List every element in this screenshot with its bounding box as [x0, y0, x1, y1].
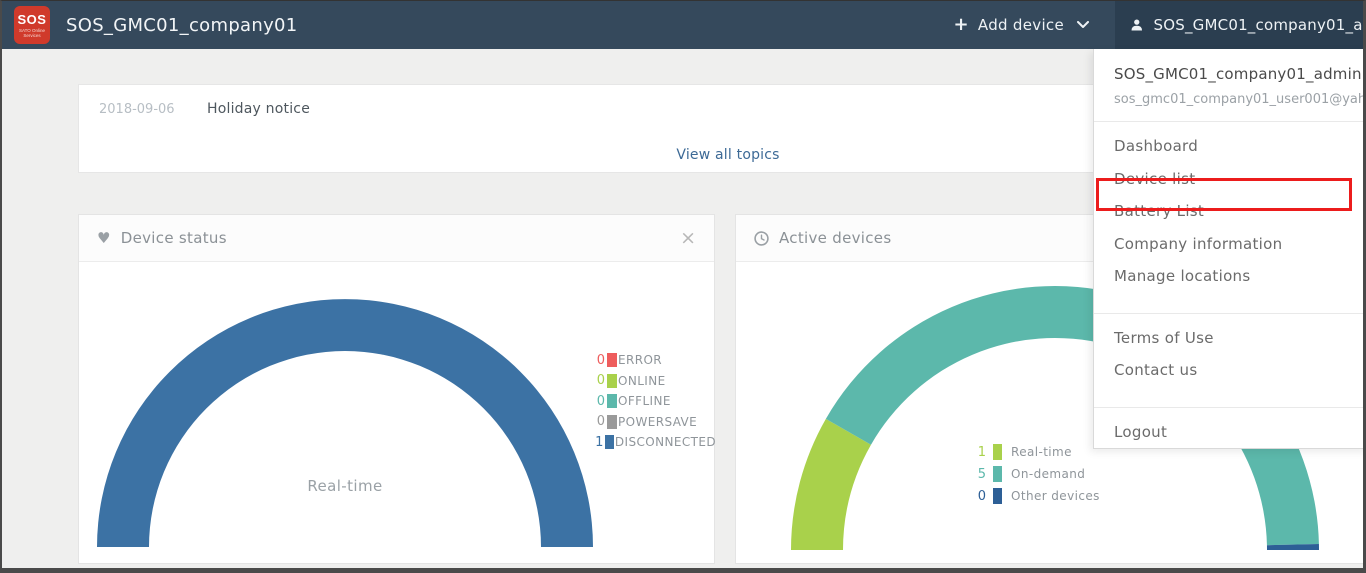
legend-item-disconnected[interactable]: 1 DISCONNECTED	[595, 432, 716, 453]
device-status-center-label: Real-time	[307, 477, 383, 495]
chart-segment-real-time	[791, 418, 871, 550]
plus-icon: +	[953, 14, 969, 35]
legend-value: 0	[596, 373, 605, 389]
menu-item-logout[interactable]: Logout	[1114, 422, 1168, 441]
legend-item-error[interactable]: 0 ERROR	[595, 350, 716, 371]
notice-item[interactable]: 2018-09-06 Holiday notice	[79, 85, 1289, 133]
menu-group-main: Dashboard Device list Battery List Compa…	[1094, 122, 1363, 301]
menu-item-device-list[interactable]: Device list	[1114, 169, 1196, 188]
legend-item-offline[interactable]: 0 OFFLINE	[595, 391, 716, 412]
legend-value: 0	[596, 393, 605, 409]
clock-icon	[754, 230, 769, 246]
legend-item-powersave[interactable]: 0 POWERSAVE	[595, 412, 716, 433]
app-title: SOS_GMC01_company01	[66, 14, 298, 36]
menu-divider	[1094, 121, 1363, 122]
legend-item-real-time[interactable]: 1 Real-time	[976, 441, 1146, 463]
legend-label: Real-time	[1011, 445, 1072, 459]
menu-item-battery-list[interactable]: Battery List	[1114, 202, 1205, 221]
legend-label: On-demand	[1011, 467, 1086, 481]
legend-label: DISCONNECTED	[614, 435, 716, 450]
legend-label: POWERSAVE	[618, 414, 698, 429]
legend-label: Other devices	[1011, 489, 1100, 503]
chart-segment-disconnected	[97, 299, 593, 547]
legend-swatch	[605, 435, 614, 450]
device-status-card-header: ♥ Device status ×	[79, 215, 714, 262]
legend-swatch	[993, 466, 1002, 482]
legend-item-on-demand[interactable]: 5 On-demand	[976, 463, 1146, 485]
menu-item-contact-us[interactable]: Contact us	[1114, 361, 1198, 380]
account-email: sos_gmc01_company01_user001@yah	[1114, 92, 1366, 107]
legend-value: 0	[596, 414, 605, 430]
device-status-legend: 0 ERROR 0 ONLINE 0 OFFLINE 0 POWERSAVE 1 DISCONNE…	[595, 350, 716, 453]
legend-swatch	[993, 488, 1002, 504]
legend-swatch	[607, 373, 617, 388]
heart-icon: ♥	[97, 229, 111, 247]
device-status-card: ♥ Device status × Real-time 0 ERROR 0 ONLIN…	[78, 214, 716, 564]
legend-value: 5	[977, 466, 986, 482]
legend-value: 0	[596, 352, 605, 368]
legend-label: ERROR	[618, 353, 663, 368]
active-devices-card-title: Active devices	[779, 229, 892, 247]
add-device-button[interactable]: + Add device	[944, 1, 1115, 49]
menu-item-terms-of-use[interactable]: Terms of Use	[1114, 328, 1214, 347]
notice-title: Holiday notice	[207, 101, 311, 117]
close-icon[interactable]: ×	[680, 226, 696, 249]
legend-value: 1	[595, 434, 604, 450]
legend-value: 0	[977, 488, 986, 504]
legend-label: OFFLINE	[618, 394, 671, 409]
legend-value: 1	[977, 444, 986, 460]
menu-group-legal: Terms of Use Contact us	[1094, 314, 1363, 395]
chart-segment-other-devices	[1266, 544, 1319, 550]
menu-group-session: Logout	[1094, 408, 1363, 457]
menu-item-manage-locations[interactable]: Manage locations	[1114, 267, 1251, 286]
user-dropdown-menu: SOS_GMC01_company01_admin sos_gmc01_comp…	[1093, 49, 1366, 449]
menu-item-dashboard[interactable]: Dashboard	[1114, 137, 1199, 156]
chevron-down-icon	[1077, 21, 1089, 28]
active-devices-legend: 1 Real-time 5 On-demand 0 Other devices	[976, 441, 1146, 507]
sos-logo-subtext: SATO Online Services	[18, 27, 46, 38]
notice-board-card: 2018-09-06 Holiday notice View all topic…	[78, 84, 1290, 173]
legend-item-online[interactable]: 0 ONLINE	[595, 371, 716, 392]
legend-item-other-devices[interactable]: 0 Other devices	[976, 485, 1146, 507]
user-menu-label: SOS_GMC01_company01_admin	[1153, 16, 1363, 34]
device-status-card-title: Device status	[120, 229, 227, 247]
account-info: SOS_GMC01_company01_admin sos_gmc01_comp…	[1094, 49, 1366, 109]
legend-swatch	[607, 414, 617, 429]
account-name: SOS_GMC01_company01_admin	[1114, 65, 1362, 83]
notice-date: 2018-09-06	[99, 101, 175, 117]
legend-swatch	[607, 353, 617, 368]
add-device-label: Add device	[977, 16, 1064, 34]
legend-label: ONLINE	[618, 373, 666, 388]
legend-swatch	[607, 394, 617, 409]
legend-swatch	[993, 444, 1002, 460]
view-all-topics-link[interactable]: View all topics	[676, 147, 780, 163]
topbar: SOS SATO Online Services SOS_GMC01_compa…	[2, 1, 1363, 49]
user-icon	[1131, 19, 1143, 31]
sos-logo[interactable]: SOS SATO Online Services	[14, 6, 50, 44]
menu-item-company-information[interactable]: Company information	[1114, 234, 1283, 253]
user-menu-button[interactable]: SOS_GMC01_company01_admin	[1115, 1, 1363, 49]
sos-logo-text: SOS	[17, 11, 47, 27]
